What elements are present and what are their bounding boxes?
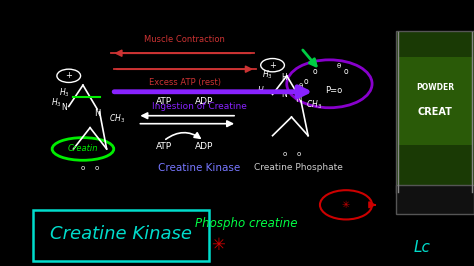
Text: Creatine Kinase: Creatine Kinase [50,225,192,243]
Text: $CH_3$: $CH_3$ [306,99,322,111]
Text: $H_3$: $H_3$ [257,84,268,97]
Text: o: o [344,67,348,76]
Text: N: N [295,95,302,104]
Text: Phospho creatine: Phospho creatine [195,217,298,230]
Text: o: o [313,67,318,76]
Text: ✳: ✳ [342,200,350,210]
Text: ATP: ATP [155,142,172,151]
Text: $H_3$: $H_3$ [59,87,69,99]
Text: CREAT: CREAT [418,107,452,117]
Text: ADP: ADP [195,97,213,106]
Text: θ: θ [299,84,303,89]
FancyBboxPatch shape [398,57,472,145]
Text: $H_3$: $H_3$ [51,96,62,109]
FancyBboxPatch shape [396,31,474,193]
Text: N: N [282,90,287,99]
Text: +: + [269,61,276,70]
Text: $CH_3$: $CH_3$ [109,112,125,124]
Text: $H_3$: $H_3$ [263,68,273,81]
Text: +: + [65,71,72,80]
Text: o: o [297,151,301,157]
Text: o: o [303,77,308,86]
Text: H: H [282,73,287,82]
Text: Creatin: Creatin [68,144,98,153]
Text: Excess ATP (rest): Excess ATP (rest) [149,78,221,87]
Text: θ: θ [337,64,341,69]
Text: o: o [95,165,99,171]
Text: Creatine Phosphate: Creatine Phosphate [254,163,343,172]
Text: Muscle Contraction: Muscle Contraction [145,35,225,44]
Text: Creatine Kinase: Creatine Kinase [158,163,240,173]
Text: o: o [81,165,85,171]
Text: N: N [94,109,100,118]
Text: Ingestion of Creatine: Ingestion of Creatine [152,102,246,111]
Text: Lc: Lc [413,240,430,255]
Text: ✳: ✳ [211,236,225,254]
Text: o: o [283,151,286,157]
Text: ATP: ATP [155,97,172,106]
Text: POWDER: POWDER [416,83,454,92]
Text: P=o: P=o [326,86,343,95]
FancyBboxPatch shape [396,185,474,214]
Text: ADP: ADP [195,142,213,151]
Text: N: N [61,103,67,112]
